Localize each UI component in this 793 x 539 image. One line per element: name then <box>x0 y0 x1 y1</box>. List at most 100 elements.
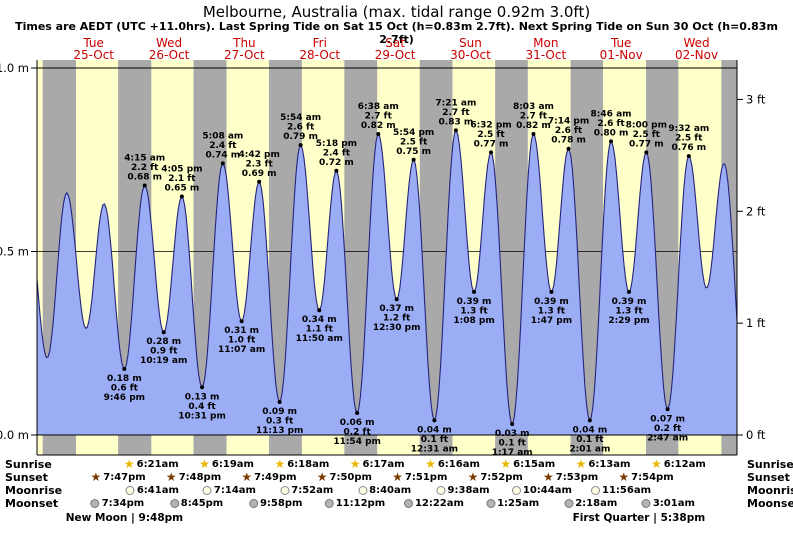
moonrise-entry: 6:41am <box>125 484 179 496</box>
sunrise-icon: ★ <box>575 457 587 471</box>
low-tide-annotation: 0.39 m 1.3 ft 1:47 pm <box>531 297 572 326</box>
sunset-icon: ★ <box>316 470 328 484</box>
sunrise-time: 6:13am <box>588 458 631 470</box>
low-tide-dot <box>549 289 554 294</box>
high-tide-annotation: 5:08 am 2.4 ft 0.74 m <box>202 131 243 160</box>
high-tide-annotation: 8:03 am 2.7 ft 0.82 m <box>513 102 554 131</box>
sunrise-entry: ★ 6:15am <box>500 458 555 470</box>
low-tide-dot <box>122 366 127 371</box>
high-tide-dot <box>609 139 614 144</box>
day-label: Tue 25-Oct <box>73 36 114 62</box>
low-tide-dot <box>510 421 515 426</box>
sunrise-icon: ★ <box>425 457 436 471</box>
high-tide-dot <box>220 161 225 166</box>
moonset-row-label-right: Moonset <box>747 497 793 510</box>
sunset-time: 7:47pm <box>103 471 146 483</box>
sunrise-icon: ★ <box>123 457 135 471</box>
high-tide-dot <box>488 150 493 155</box>
day-label: Fri 28-Oct <box>299 36 340 62</box>
moonset-time: 2:18am <box>575 497 618 509</box>
high-tide-dot <box>644 150 649 155</box>
moonset-time: 11:12pm <box>335 497 386 509</box>
tide-curve-line <box>36 129 738 425</box>
low-tide-annotation: 0.34 m 1.1 ft 11:50 am <box>296 315 343 344</box>
moonrise-row-label-right: Moonrise <box>747 484 793 497</box>
sunset-entry: ★ 7:49pm <box>241 471 296 483</box>
high-tide-dot <box>566 146 571 151</box>
moonset-time: 12:22am <box>414 497 464 509</box>
y-axis-label-metric: 0.5 m <box>0 245 29 259</box>
moonrise-entry: 11:56am <box>590 484 651 496</box>
moonset-time: 8:45pm <box>180 497 224 509</box>
day-label: Wed 02-Nov <box>675 36 718 62</box>
sunset-icon: ★ <box>618 470 630 484</box>
moonset-icon <box>564 498 574 508</box>
low-tide-dot <box>355 410 360 415</box>
y-axis-label-feet: 2 ft <box>746 204 766 218</box>
sunrise-entry: ★ 6:17am <box>350 458 405 470</box>
moonset-icon <box>90 498 100 508</box>
high-tide-annotation: 4:42 pm 2.3 ft 0.69 m <box>238 150 279 179</box>
y-axis-label-metric: 1.0 m <box>0 61 29 75</box>
sunset-entry: ★ 7:51pm <box>392 471 447 483</box>
low-tide-dot <box>432 418 437 423</box>
sunrise-time: 6:21am <box>136 458 179 470</box>
sunset-entry: ★ 7:54pm <box>618 471 673 483</box>
sunrise-icon: ★ <box>349 457 361 471</box>
moonrise-entry: 9:38am <box>436 484 490 496</box>
day-label: Tue 01-Nov <box>600 36 643 62</box>
sunset-entry: ★ 7:53pm <box>543 471 598 483</box>
low-tide-annotation: 0.13 m 0.4 ft 10:31 pm <box>178 392 226 421</box>
moonrise-row-label-left: Moonrise <box>5 484 63 497</box>
low-tide-dot <box>239 319 244 324</box>
moonset-time: 7:34pm <box>101 497 145 509</box>
moonset-icon <box>486 498 496 508</box>
high-tide-annotation: 8:00 pm 2.5 ft 0.77 m <box>626 120 667 149</box>
moonrise-entry: 7:14am <box>202 484 256 496</box>
sunrise-entry: ★ 6:19am <box>199 458 254 470</box>
sunset-time: 7:51pm <box>404 471 448 483</box>
moonset-entry: 8:45pm <box>169 497 224 509</box>
sunrise-time: 6:16am <box>437 458 480 470</box>
sunrise-time: 6:12am <box>663 458 706 470</box>
moonrise-icon <box>590 485 600 495</box>
sunrise-entry: ★ 6:12am <box>651 458 706 470</box>
sunset-time: 7:48pm <box>178 471 222 483</box>
low-tide-annotation: 0.03 m 0.1 ft 1:17 am <box>492 429 533 458</box>
moonset-entry: 12:22am <box>403 497 464 509</box>
y-axis-label-feet: 0 ft <box>746 428 766 442</box>
page-title: Melbourne, Australia (max. tidal range 0… <box>202 3 591 21</box>
moonset-entry: 3:01am <box>641 497 695 509</box>
moonrise-icon <box>202 485 212 495</box>
moonset-icon <box>403 498 413 508</box>
low-tide-annotation: 0.06 m 0.2 ft 11:54 pm <box>333 418 381 447</box>
low-tide-annotation: 0.04 m 0.1 ft 12:31 am <box>411 425 458 454</box>
high-tide-annotation: 5:18 pm 2.4 ft 0.72 m <box>316 139 357 168</box>
high-tide-annotation: 5:54 am 2.6 ft 0.79 m <box>280 113 321 142</box>
moonrise-entry: 10:44am <box>511 484 572 496</box>
low-tide-dot <box>587 418 592 423</box>
sunrise-time: 6:17am <box>362 458 405 470</box>
moonrise-icon <box>125 485 135 495</box>
moonset-icon <box>248 498 258 508</box>
sunrise-time: 6:19am <box>211 458 254 470</box>
low-tide-dot <box>317 308 322 313</box>
y-axis-label-feet: 3 ft <box>746 92 766 106</box>
high-tide-annotation: 9:32 am 2.5 ft 0.76 m <box>668 124 709 153</box>
sunset-icon: ★ <box>241 470 253 484</box>
low-tide-dot <box>472 289 477 294</box>
high-tide-dot <box>686 154 691 159</box>
moonset-row-label-left: Moonset <box>5 497 59 510</box>
moon-phase-label: New Moon | 9:48pm <box>65 512 184 524</box>
sunrise-entry: ★ 6:16am <box>425 458 480 470</box>
sunset-time: 7:54pm <box>631 471 674 483</box>
high-tide-annotation: 4:05 pm 2.1 ft 0.65 m <box>161 164 202 193</box>
sunset-entry: ★ 7:48pm <box>166 471 221 483</box>
high-tide-annotation: 6:38 am 2.7 ft 0.82 m <box>358 102 399 131</box>
low-tide-annotation: 0.37 m 1.2 ft 12:30 pm <box>373 304 421 333</box>
sunset-row-label-right: Sunset <box>747 471 790 484</box>
moonset-entry: 7:34pm <box>90 497 145 509</box>
low-tide-annotation: 0.07 m 0.2 ft 2:47 am <box>647 414 688 443</box>
low-tide-dot <box>277 399 282 404</box>
